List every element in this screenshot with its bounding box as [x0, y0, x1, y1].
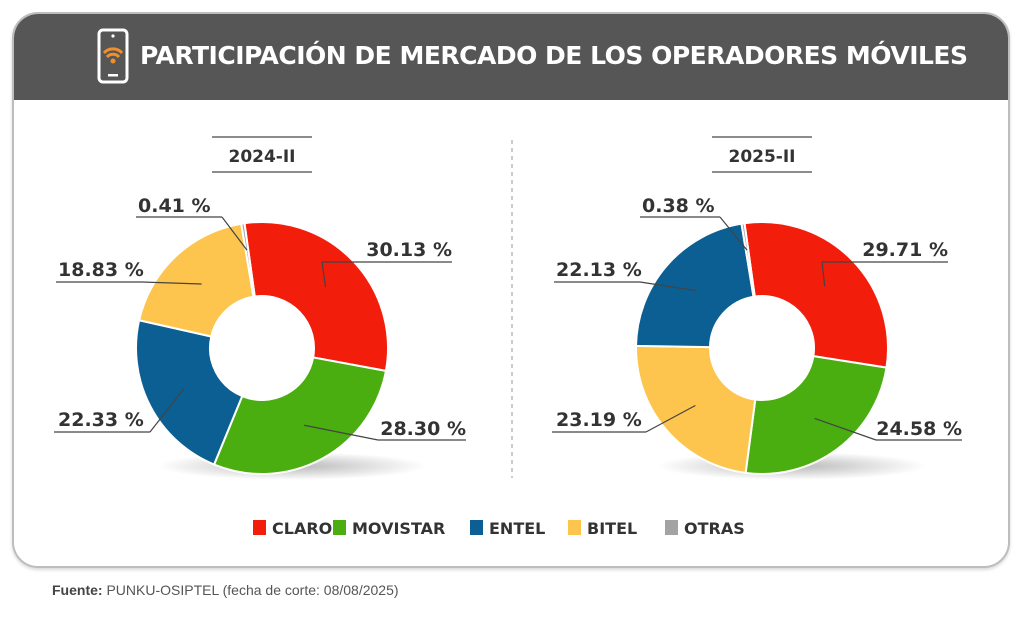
leader-line [149, 388, 185, 433]
legend-label-claro: CLARO [272, 519, 332, 538]
legend-swatch-otras [665, 520, 678, 535]
data-label-claro: 30.13 % [366, 239, 452, 261]
header-bar: PARTICIPACIÓN DE MERCADO DE LOS OPERADOR… [14, 14, 1008, 100]
legend-swatch-movistar [333, 520, 346, 535]
legend-swatch-bitel [568, 520, 581, 535]
data-label-otras: 0.41 % [138, 195, 211, 217]
source-note: Fuente: PUNKU-OSIPTEL (fecha de corte: 0… [52, 582, 399, 598]
leader-line [821, 261, 826, 287]
period-title: 2024-II [228, 147, 295, 167]
slice-entel [135, 319, 244, 466]
slice-claro [743, 221, 889, 369]
source-text: PUNKU-OSIPTEL (fecha de corte: 08/08/202… [102, 582, 399, 598]
legend-label-otras: OTRAS [684, 519, 745, 538]
data-label-bitel: 18.83 % [58, 259, 144, 281]
source-label: Fuente: [52, 582, 103, 598]
smartphone-wifi-icon [97, 28, 129, 84]
donut-chart-2024-II: 2024-II 30.13 % 28.30 % 22.33 % 18.83 % 0.41 … [54, 136, 466, 480]
leader-line [221, 216, 248, 251]
slice-claro [243, 221, 389, 373]
data-label-otras: 0.38 % [642, 195, 715, 217]
legend-swatch-entel [470, 520, 483, 535]
chart-title: PARTICIPACIÓN DE MERCADO DE LOS OPERADOR… [140, 41, 968, 70]
slice-otras [240, 222, 256, 298]
slice-movistar [744, 354, 888, 475]
leader-line [814, 417, 877, 441]
slice-otras [740, 222, 756, 298]
leader-line [303, 424, 379, 441]
slice-bitel [137, 222, 255, 338]
legend: CLARO MOVISTAR ENTEL BITEL OTRAS [253, 519, 745, 538]
legend-label-entel: ENTEL [489, 519, 545, 538]
legend-label-movistar: MOVISTAR [352, 519, 445, 538]
donut-chart-2025-II: 2025-II 29.71 % 24.58 % 23.19 % 22.13 % 0.38 … [552, 136, 962, 480]
period-title: 2025-II [728, 147, 795, 167]
leader-line [321, 261, 327, 288]
data-label-entel: 22.33 % [58, 409, 144, 431]
slice-bitel [635, 344, 757, 475]
data-label-claro: 29.71 % [862, 239, 948, 261]
leader-line [639, 281, 696, 292]
data-label-entel: 22.13 % [556, 259, 642, 281]
slice-entel [635, 222, 755, 349]
slice-movistar [212, 356, 388, 475]
data-label-movistar: 24.58 % [876, 418, 962, 440]
legend-swatch-claro [253, 520, 266, 535]
data-label-movistar: 28.30 % [380, 418, 466, 440]
data-label-bitel: 23.19 % [556, 409, 642, 431]
legend-label-bitel: BITEL [587, 519, 637, 538]
leader-line [719, 216, 748, 251]
leader-line [645, 404, 696, 433]
leader-line [141, 281, 202, 285]
